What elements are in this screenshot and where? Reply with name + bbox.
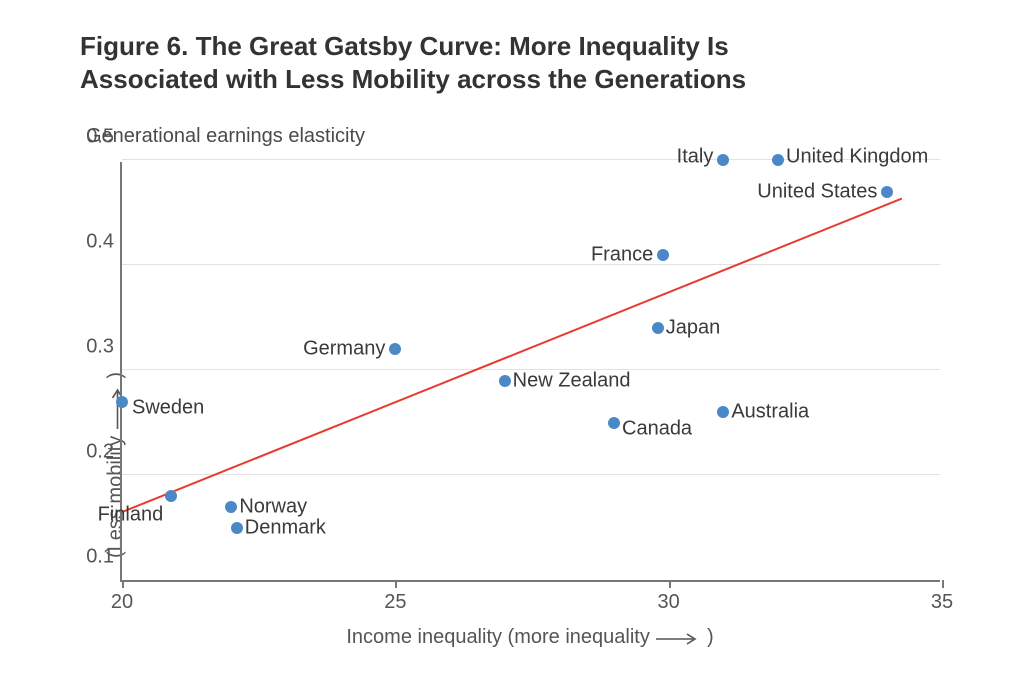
x-tick-label: 25 (384, 591, 406, 614)
y-tick-label: 0.5 (66, 126, 114, 149)
data-point (881, 186, 893, 198)
arrow-right-icon (655, 632, 701, 646)
data-point-label: New Zealand (513, 369, 631, 392)
y-tick-label: 0.3 (66, 336, 114, 359)
plot-wrap: (Less mobility ) 0.10.20.30.40.520253035… (120, 162, 974, 582)
x-tick-label: 35 (931, 591, 953, 614)
data-point (608, 417, 620, 429)
data-point (165, 490, 177, 502)
x-tick (942, 580, 944, 588)
data-point-label: Norway (239, 495, 307, 518)
data-point (657, 249, 669, 261)
x-tick (669, 580, 671, 588)
data-point-label: Finland (98, 503, 164, 526)
data-point-label: Germany (303, 338, 385, 361)
x-axis-label: Income inequality (more inequality ) (120, 626, 940, 649)
x-tick-label: 20 (111, 591, 133, 614)
data-point-label: Australia (731, 401, 809, 424)
data-point (772, 154, 784, 166)
data-point (717, 406, 729, 418)
x-tick-label: 30 (658, 591, 680, 614)
data-point-label: Denmark (245, 516, 326, 539)
y-tick-label: 0.2 (66, 441, 114, 464)
data-point (652, 322, 664, 334)
data-point (225, 501, 237, 513)
grid-line (122, 264, 940, 265)
data-point (116, 396, 128, 408)
data-point-label: United States (757, 180, 877, 203)
scatter-plot: 0.10.20.30.40.520253035SwedenFinlandNorw… (120, 162, 940, 582)
figure-container: Figure 6. The Great Gatsby Curve: More I… (0, 0, 1024, 696)
data-point (717, 154, 729, 166)
x-tick (122, 580, 124, 588)
data-point (499, 375, 511, 387)
data-point-label: Canada (622, 417, 692, 440)
x-axis-label-prefix: Income inequality (more inequality (346, 626, 655, 648)
data-point-label: Italy (677, 145, 714, 168)
y-tick-label: 0.4 (66, 231, 114, 254)
data-point (389, 343, 401, 355)
data-point-label: Japan (666, 317, 721, 340)
title-line-2: Associated with Less Mobility across the… (80, 64, 746, 94)
grid-line (122, 474, 940, 475)
data-point-label: Sweden (132, 396, 204, 419)
data-point-label: United Kingdom (786, 145, 928, 168)
data-point-label: France (591, 243, 653, 266)
y-tick-label: 0.1 (66, 546, 114, 569)
figure-title: Figure 6. The Great Gatsby Curve: More I… (80, 30, 974, 95)
data-point (231, 522, 243, 534)
x-tick (395, 580, 397, 588)
x-axis-label-suffix: ) (701, 626, 713, 648)
title-line-1: Figure 6. The Great Gatsby Curve: More I… (80, 31, 729, 61)
